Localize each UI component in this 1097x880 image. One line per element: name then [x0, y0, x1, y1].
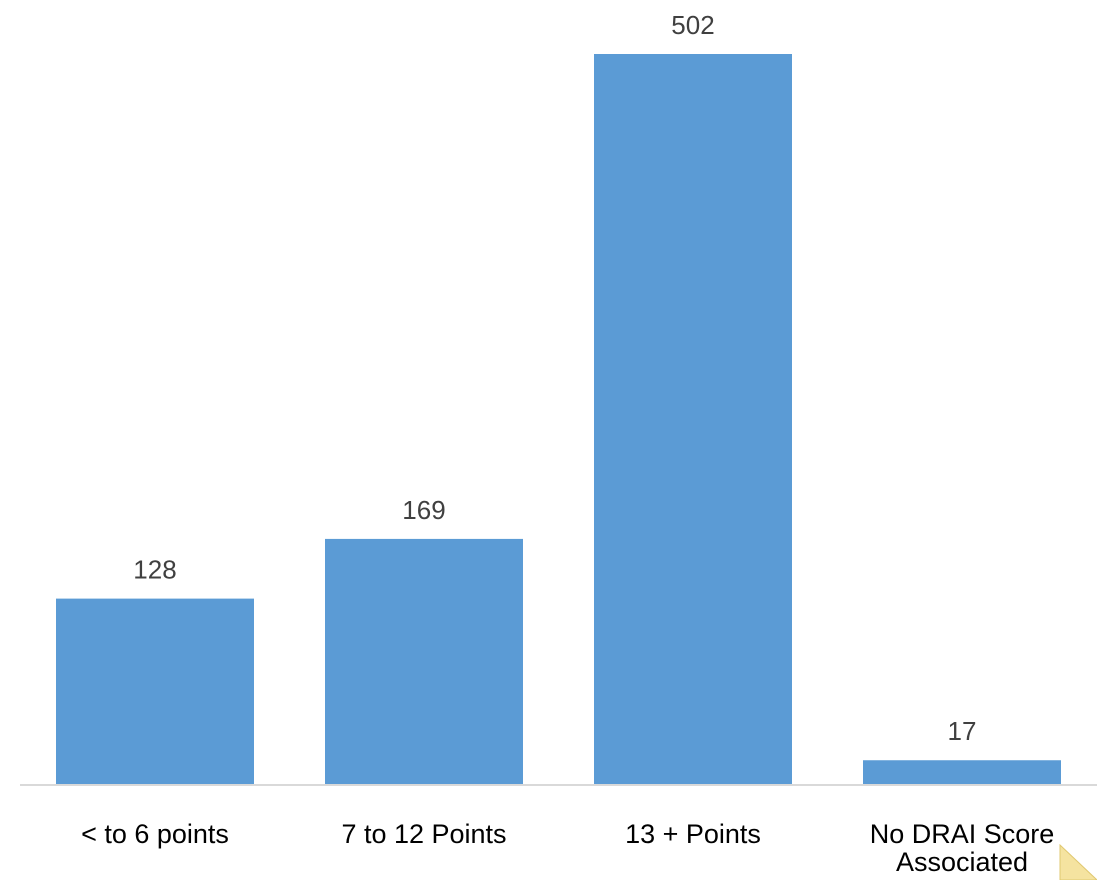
value-labels-group: 128 169 502 17: [133, 10, 976, 746]
bars-group: [56, 54, 1061, 785]
value-label-3: 502: [671, 10, 714, 40]
bar-1: [56, 598, 254, 785]
folded-corner-icon: [1059, 843, 1097, 880]
category-label-2: 7 to 12 Points: [341, 819, 506, 849]
value-label-4: 17: [948, 716, 977, 746]
bar-4: [863, 760, 1061, 785]
category-label-4-line-1: No DRAI Score: [870, 819, 1055, 849]
category-label-3: 13 + Points: [625, 819, 761, 849]
category-labels-group: < to 6 points 7 to 12 Points 13 + Points No…: [81, 819, 1054, 877]
value-label-1: 128: [133, 555, 176, 585]
bar-2: [325, 538, 523, 785]
category-label-4-line-2: Associated: [896, 847, 1028, 877]
bar-3: [594, 54, 792, 785]
category-label-1: < to 6 points: [81, 819, 229, 849]
value-label-2: 169: [402, 495, 445, 525]
